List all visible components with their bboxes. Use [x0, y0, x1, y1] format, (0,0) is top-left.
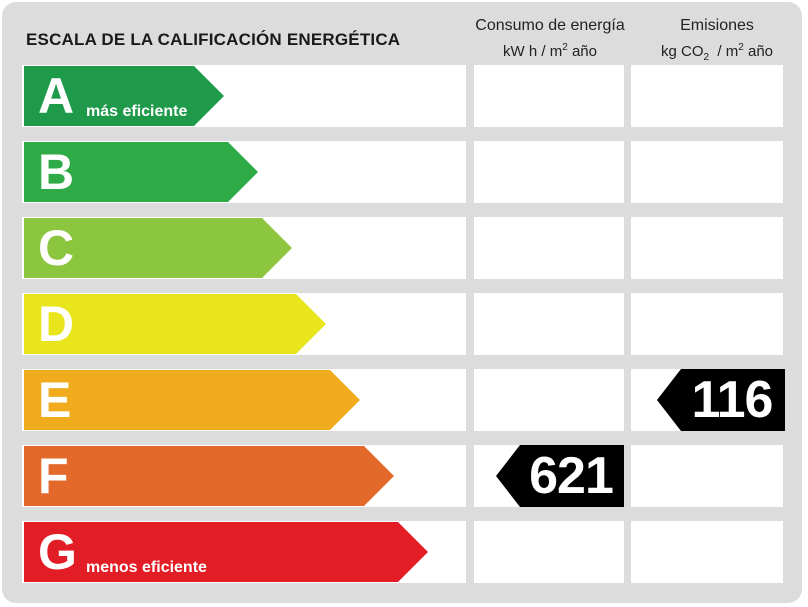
rating-arrow-shape — [24, 522, 428, 582]
emisiones-unit-mid: / m — [717, 43, 739, 60]
emisiones-cell-a — [631, 65, 783, 127]
consumo-cell-a — [474, 65, 624, 127]
indicator-value: 116 — [691, 371, 774, 429]
consumo-indicator: 621 — [496, 445, 624, 507]
emisiones-cell-d — [631, 293, 783, 355]
emisiones-indicator: 116 — [657, 369, 785, 431]
rating-arrow-shape — [24, 294, 326, 354]
rating-arrow-shape — [24, 66, 224, 126]
rating-arrow-label: menos eficiente — [86, 559, 207, 576]
indicator-value: 621 — [529, 447, 614, 505]
rating-arrow-c: C — [24, 218, 292, 278]
indicator-arrow-shape — [657, 369, 785, 431]
consumo-cell-b — [474, 141, 624, 203]
rating-letter: E — [38, 372, 72, 428]
rating-letter: A — [38, 68, 75, 124]
rating-arrow-shape — [24, 446, 394, 506]
consumo-unit-sup: 2 — [562, 42, 568, 53]
emisiones-unit-sub: 2 — [703, 52, 710, 63]
rating-letter: C — [38, 220, 75, 276]
emisiones-header-unit: kg CO2 / m2 año — [628, 37, 806, 69]
emisiones-header-title: Emisiones — [680, 17, 754, 34]
consumo-cell-g — [474, 521, 624, 583]
emisiones-cell-g — [631, 521, 783, 583]
emisiones-unit-rest: año — [747, 43, 774, 60]
rating-arrow-b: B — [24, 142, 258, 202]
rating-arrow-d: D — [24, 294, 326, 354]
rating-arrow-shape — [24, 218, 292, 278]
consumo-unit-text: kW h / m — [503, 43, 563, 60]
rating-arrow-label: más eficiente — [86, 103, 188, 120]
emisiones-cell-b — [631, 141, 783, 203]
rating-letter: G — [38, 524, 77, 580]
rating-arrow-shape — [24, 370, 360, 430]
rating-letter: D — [38, 296, 75, 352]
emisiones-cell-c — [631, 217, 783, 279]
rating-arrow-shape — [24, 142, 258, 202]
emisiones-unit-pre: kg CO — [660, 43, 704, 60]
consumo-cell-e — [474, 369, 624, 431]
consumo-cell-c — [474, 217, 624, 279]
label-title: ESCALA DE LA CALIFICACIÓN ENERGÉTICA — [26, 30, 401, 49]
consumo-header-title: Consumo de energía — [475, 17, 625, 34]
rating-arrow-e: E — [24, 370, 360, 430]
consumo-unit-rest: año — [571, 43, 597, 60]
emisiones-cell-f — [631, 445, 783, 507]
emisiones-unit-sup: 2 — [738, 42, 744, 53]
consumo-header-unit: kW h / m2 año — [468, 37, 632, 63]
rating-letter: F — [38, 448, 69, 504]
column-header-emisiones: Emisiones kg CO2 / m2 año — [628, 15, 806, 69]
indicator-arrow-shape — [496, 445, 624, 507]
rating-arrow-f: F — [24, 446, 394, 506]
column-header-consumo: Consumo de energía kW h / m2 año — [468, 15, 632, 63]
consumo-cell-d — [474, 293, 624, 355]
rating-letter: B — [38, 144, 75, 200]
